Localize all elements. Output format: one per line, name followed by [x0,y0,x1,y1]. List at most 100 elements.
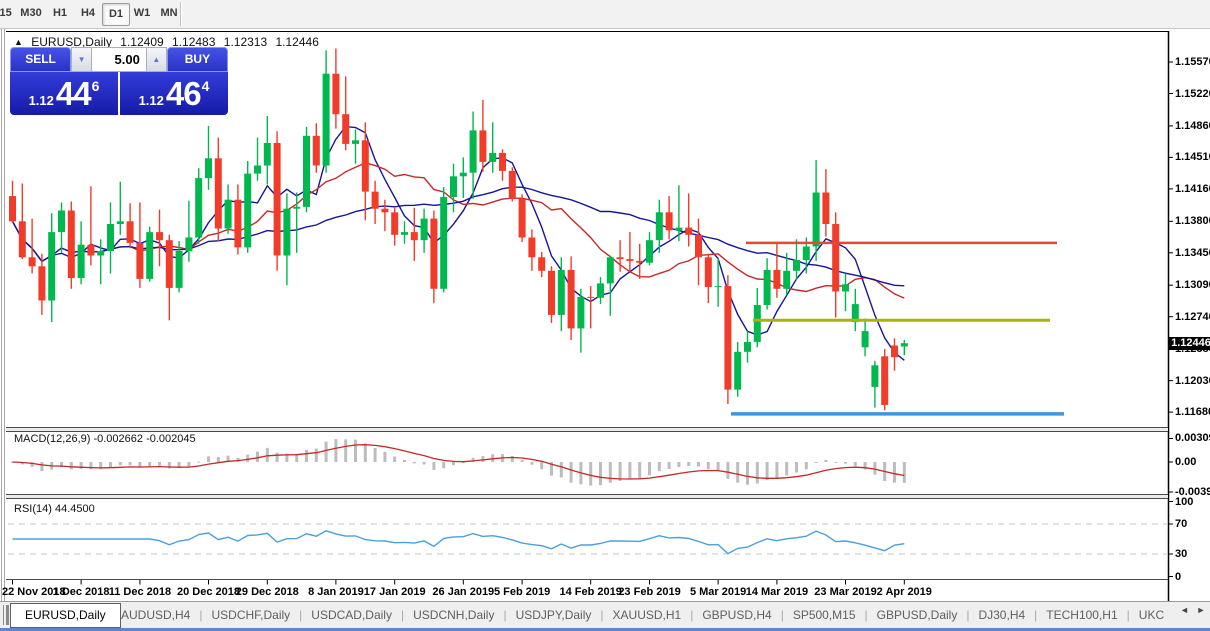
tab-audusd-h4[interactable]: AUDUSD,H4 [121,608,191,622]
price-axis-label: 1.14510 [1175,151,1210,164]
tab-usdjpy-daily[interactable]: USDJPY,Daily [515,608,592,622]
sell-price-main: 44 [55,74,92,112]
trade-panel-price-row: 1.12 44 6 1.12 46 4 [10,72,228,115]
one-click-trading-panel: SELL ▼ 5.00 ▲ BUY 1.12 44 6 1.12 46 4 [10,47,228,115]
tab-gbpusd-h4[interactable]: GBPUSD,H4 [702,608,772,622]
timeframe-button-h1[interactable]: H1 [52,7,68,19]
tab-separator: | [780,608,784,622]
timeframe-button-d1[interactable]: D1 [102,3,130,26]
date-axis-label: 5 Feb 2019 [493,586,551,598]
tab-separator: | [864,608,868,622]
price-axis-label: 1.13090 [1175,279,1210,292]
rsi-axis-label: 30 [1175,548,1188,560]
tab-separator: | [690,608,694,622]
price-axis-label: 1.14860 [1175,119,1210,132]
price-axis-label: 1.12740 [1175,310,1210,323]
ohlc-low: 1.12313 [223,35,268,49]
tab-usdcnh-daily[interactable]: USDCNH,Daily [413,608,495,622]
price-axis-label: 1.12030 [1175,374,1210,387]
trade-panel-top-row: SELL ▼ 5.00 ▲ BUY [10,47,228,72]
date-axis-label: 11 Dec 2018 [108,586,172,598]
buy-price-button[interactable]: 1.12 46 4 [120,72,228,115]
date-axis-label: 1 Dec 2018 [52,586,110,598]
tab-separator: | [1034,608,1038,622]
date-axis-label: 23 Mar 2019 [814,586,877,598]
date-axis-label: 2 Apr 2019 [876,586,932,598]
timeframe-button-mn[interactable]: MN [160,7,178,19]
rsi-axis-label: 100 [1175,495,1194,508]
date-axis-label: 14 Mar 2019 [745,586,809,598]
date-axis-label: 17 Jan 2019 [363,586,426,598]
volume-increase-button[interactable]: ▲ [145,47,167,72]
symbol-marker-icon: ▲ [14,37,23,47]
volume-input[interactable]: 5.00 [92,47,146,72]
sell-price-pip: 6 [91,77,100,94]
tab-dj30-h4[interactable]: DJ30,H4 [978,608,1026,622]
tab-separator: | [966,608,970,622]
rsi-indicator-label: RSI(14) 44.4500 [14,503,95,515]
timeframe-button-h4[interactable]: H4 [80,7,96,19]
price-axis-label: 1.13800 [1175,215,1210,228]
macd-axis-label: -0.003947 [1175,485,1210,498]
current-price-tag: 1.12446 [1169,336,1210,350]
price-axis-label: 1.13450 [1175,246,1210,259]
macd-axis-label: 0.00 [1175,456,1197,468]
tab-usdchf-daily[interactable]: USDCHF,Daily [211,608,291,622]
tab-separator: | [600,608,604,622]
macd-axis-label: 0.003095 [1175,432,1210,445]
date-axis-label: 5 Mar 2019 [689,586,747,598]
ohlc-open: 1.12409 [120,35,164,49]
date-axis-label: 8 Jan 2019 [308,586,364,598]
tab-scroll-left-icon[interactable]: ◄ [1180,605,1189,615]
sell-price-button[interactable]: 1.12 44 6 [10,72,118,115]
tabs-list: AUDUSD,H4 | USDCHF,Daily | USDCAD,Daily | USDC… [112,603,1173,627]
chart-tab-bar: EURUSD,Daily AUDUSD,H4 | USDCHF,Daily | USDC… [0,602,1210,628]
rsi-axis-label: 0 [1175,570,1182,583]
buy-button[interactable]: BUY [166,47,228,72]
date-axis-label: 22 Nov 2018 [2,586,66,598]
price-axis-label: 1.15570 [1175,56,1210,68]
tab-bar-grip [3,605,6,625]
buy-price-main: 46 [165,74,202,112]
symbol-name: EURUSD,Daily [31,35,112,49]
tab-xauusd-h1[interactable]: XAUUSD,H1 [612,608,682,622]
tab-separator: | [1126,608,1130,622]
date-axis-label: 14 Feb 2019 [559,586,622,598]
window-bottom-edge [0,628,1210,631]
tab-tech100-h1[interactable]: TECH100,H1 [1046,608,1118,622]
toolbar-separator [180,2,182,26]
tab-separator: | [400,608,405,622]
date-axis-label: 23 Feb 2019 [618,586,681,598]
ohlc-close: 1.12446 [275,35,319,49]
tab-separator: | [299,608,303,622]
tab-separator: | [503,608,507,622]
volume-decrease-button[interactable]: ▼ [71,47,93,72]
tab-ukc[interactable]: UKC [1138,608,1165,622]
tab-usdcad-daily[interactable]: USDCAD,Daily [311,608,392,622]
buy-price-prefix: 1.12 [138,93,164,108]
timeframe-button-w1[interactable]: W1 [133,7,151,19]
date-axis-label: 29 Dec 2018 [235,586,299,598]
tab-scroll-right-icon[interactable]: ► [1196,605,1206,615]
sell-price-prefix: 1.12 [28,93,54,108]
tab-gbpusd-daily[interactable]: GBPUSD,Daily [876,608,958,622]
sell-button[interactable]: SELL [10,47,72,72]
tab-separator: | [199,608,203,622]
tab-eurusd-daily-active[interactable]: EURUSD,Daily [10,603,121,628]
price-axis-label: 1.14160 [1175,182,1210,195]
tab-sp500-m15[interactable]: SP500,M15 [792,608,856,622]
timeframe-button-m15[interactable]: M15 [0,7,12,19]
ohlc-high: 1.12483 [172,35,216,49]
date-axis-label: 26 Jan 2019 [432,586,495,598]
date-axis-label: 20 Dec 2018 [177,586,240,598]
price-axis-label: 1.15220 [1175,87,1210,100]
tab-scroll-buttons: ◄ ► [1177,605,1208,615]
timeframe-button-m30[interactable]: M30 [20,7,42,19]
rsi-axis-label: 70 [1175,518,1188,530]
chart-title: ▲ EURUSD,Daily 1.12409 1.12483 1.12313 1… [14,35,324,49]
macd-indicator-label: MACD(12,26,9) -0.002662 -0.002045 [14,433,196,445]
buy-price-pip: 4 [201,77,210,94]
